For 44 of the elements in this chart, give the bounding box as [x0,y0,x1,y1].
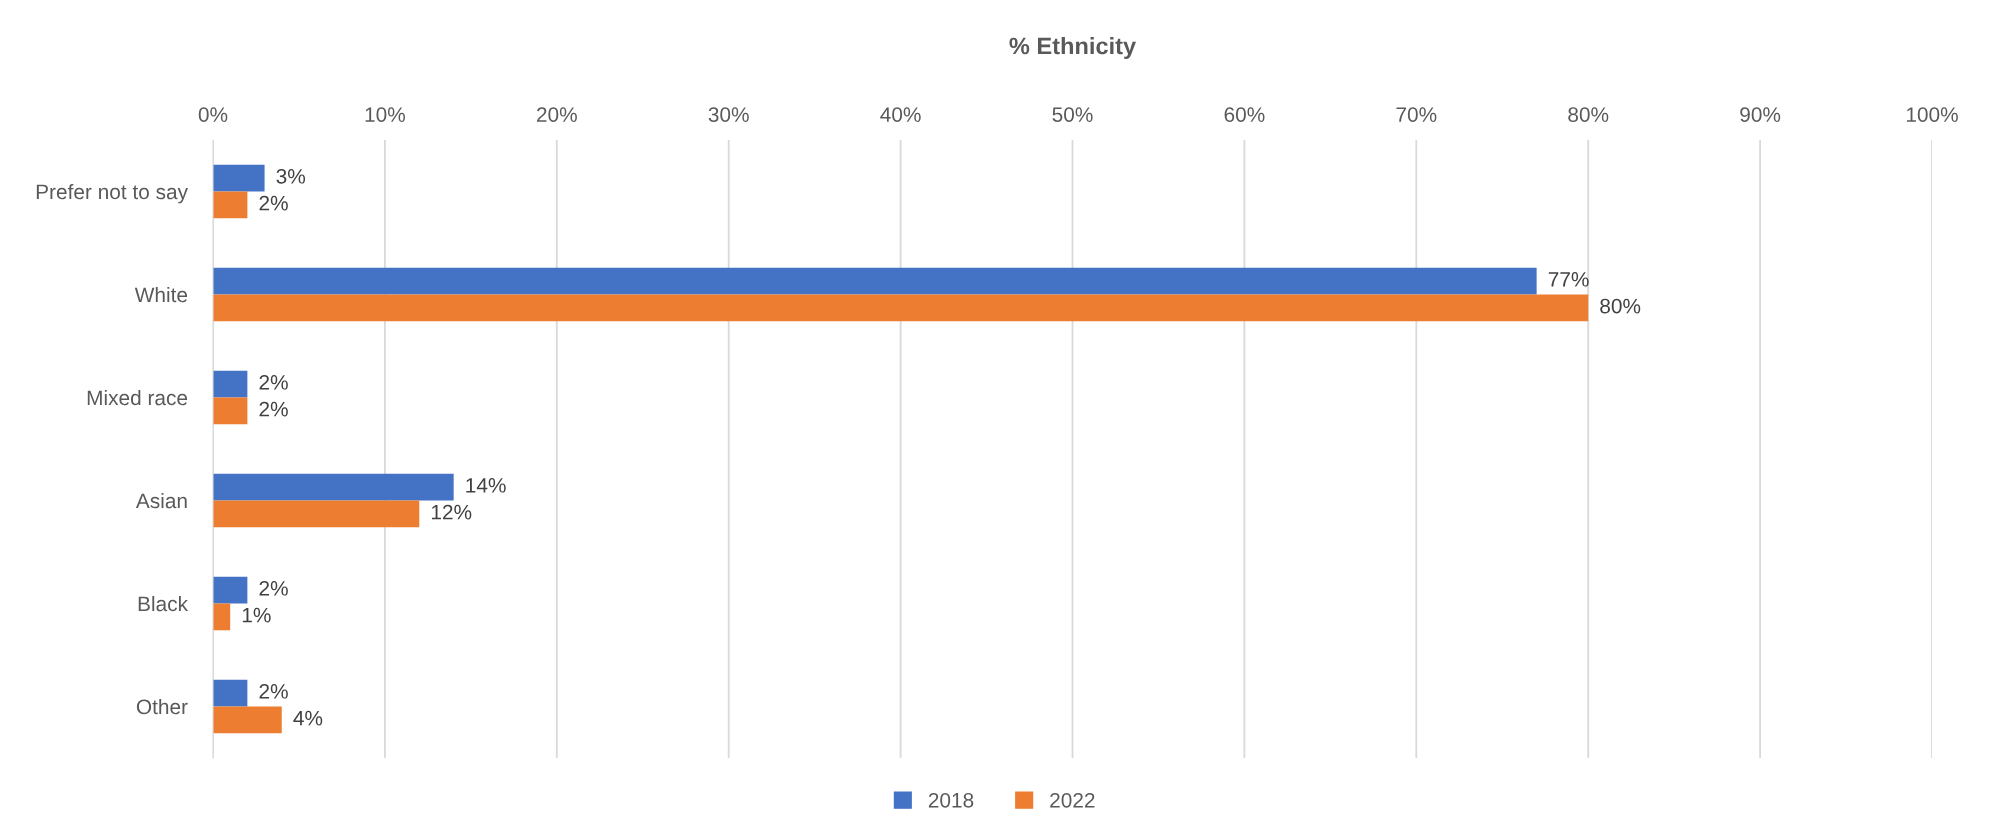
bar [213,370,248,398]
data-label: 2% [259,683,288,699]
bar [213,164,265,192]
bar [213,576,248,604]
chart-title: % Ethnicity [1009,37,1136,59]
bar [213,191,248,219]
x-tick-label: 30% [708,107,749,122]
data-label: 2% [259,195,288,211]
bar [213,500,420,528]
bar [213,603,231,631]
x-tick-label: 80% [1568,107,1609,122]
data-label: 80% [1600,298,1641,314]
legend-label: 2018 [928,792,974,808]
x-tick-label: 20% [537,107,577,122]
data-label: 14% [466,478,506,493]
data-label: 12% [431,504,472,520]
data-label: 2% [259,374,288,390]
x-tick-label: 60% [1224,107,1265,122]
bar [213,294,1589,322]
data-label: 4% [293,710,323,726]
x-tick-label: 0% [198,107,228,122]
data-label: 2% [259,401,288,417]
y-tick-label: Black [138,595,189,612]
data-label: 1% [242,607,271,623]
data-label: 3% [276,168,306,184]
bar [213,397,248,425]
y-tick-label: Mixed race [87,389,188,406]
bar [213,679,248,707]
y-tick-label: Prefer not to say [36,183,188,204]
data-label: 77% [1548,272,1589,287]
y-tick-label: White [134,286,188,303]
y-tick-label: Asian [135,492,187,509]
data-label: 2% [259,580,288,596]
x-tick-label: 100% [1906,107,1958,122]
x-tick-label: 90% [1740,107,1781,122]
legend-label: 2022 [1050,792,1095,808]
bar [213,706,282,734]
bar [213,473,454,501]
x-tick-label: 50% [1052,107,1093,122]
x-tick-label: 40% [880,107,921,122]
x-tick-label: 10% [365,107,406,122]
y-tick-label: Other [136,698,188,715]
bar [213,267,1537,295]
x-tick-label: 70% [1396,107,1437,122]
